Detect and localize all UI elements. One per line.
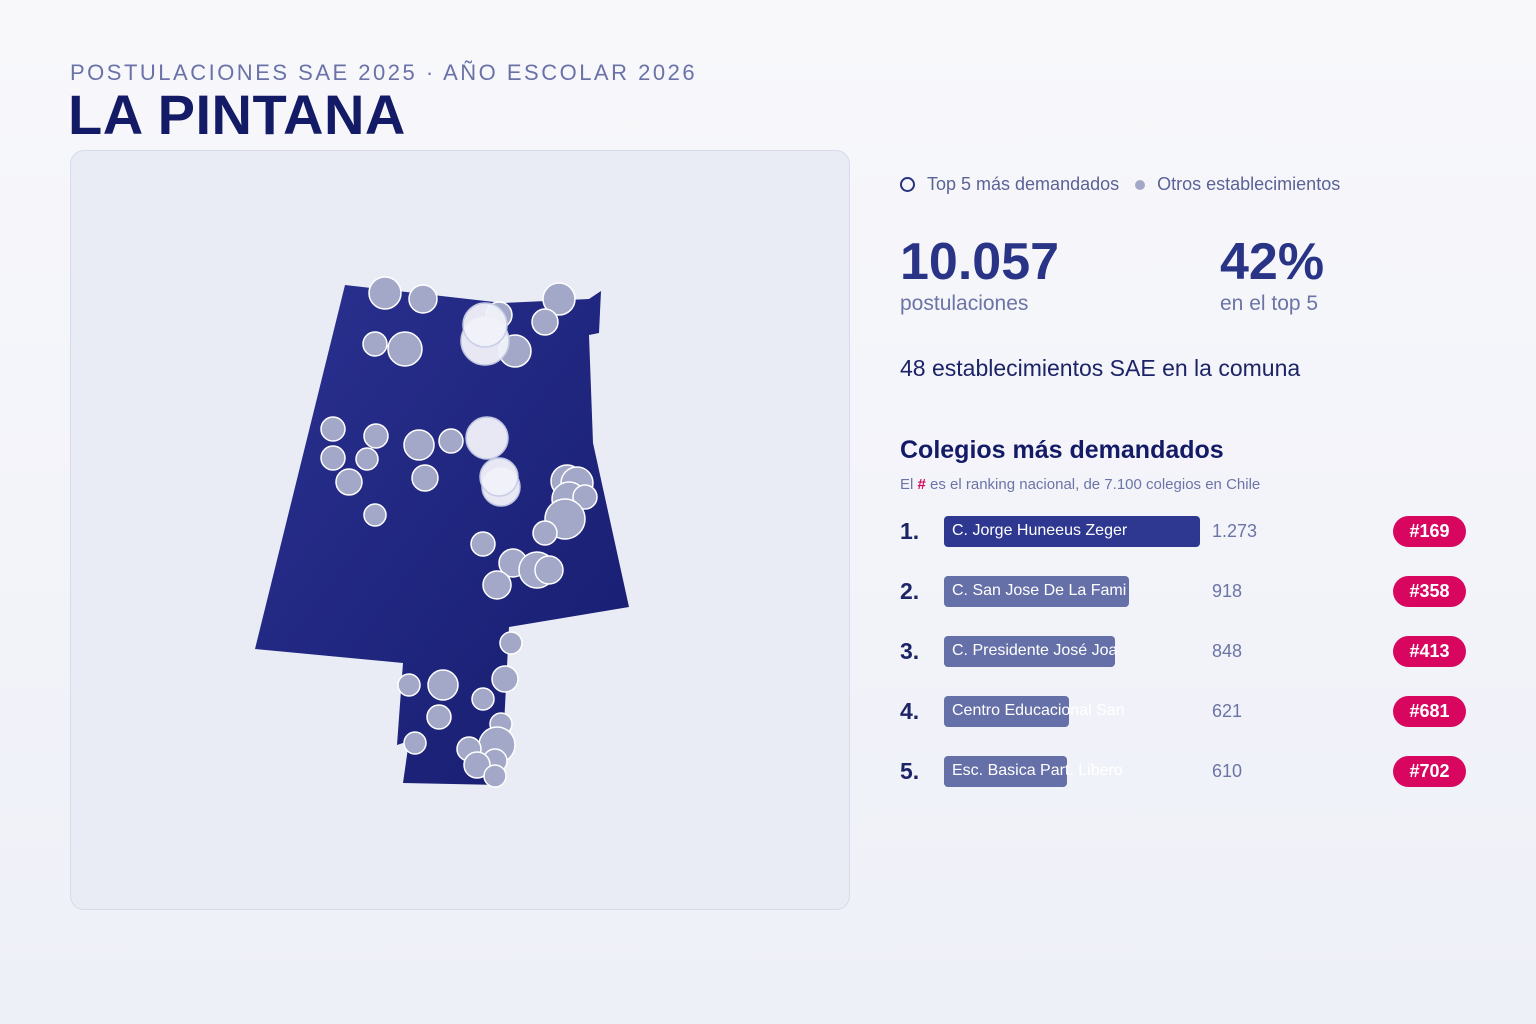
school-marker[interactable] <box>387 331 423 367</box>
national-rank-badge: #413 <box>1393 636 1466 667</box>
national-rank-badge: #169 <box>1393 516 1466 547</box>
ranking-row[interactable]: 1. C. Jorge Huneeus Zeger 1.273 #169 <box>900 515 1466 549</box>
postulaciones-count: 610 <box>1212 761 1243 781</box>
school-marker[interactable] <box>542 282 576 316</box>
school-marker[interactable] <box>463 751 491 779</box>
school-marker[interactable] <box>482 570 512 600</box>
school-marker[interactable] <box>471 687 495 711</box>
ranking-row[interactable]: 3. C. Presidente José Joa 848 #413 <box>900 635 1466 669</box>
top5-school-marker[interactable] <box>462 302 508 348</box>
ranking-note: El # es el ranking nacional, de 7.100 co… <box>900 476 1260 493</box>
ranking-bar <box>944 576 1129 607</box>
ranking-position: 3. <box>900 638 920 664</box>
legend-others-label: Otros establecimientos <box>1157 174 1341 194</box>
national-rank-badge: #358 <box>1393 576 1466 607</box>
top5-share-value: 42% <box>1220 233 1325 291</box>
national-rank-badge: #681 <box>1393 696 1466 727</box>
school-name: C. Jorge Huneeus Zeger <box>952 522 1128 539</box>
ranking-row[interactable]: 2. C. San Jose De La Fami 918 #358 <box>900 575 1466 609</box>
other-dot-icon <box>1135 179 1146 190</box>
ranking-position: 2. <box>900 578 920 604</box>
school-name: Centro Educacional San <box>952 702 1125 719</box>
note-suffix: es el ranking nacional, de 7.100 colegio… <box>925 476 1261 493</box>
school-marker[interactable] <box>320 416 346 442</box>
school-name: C. Presidente José Joa <box>952 642 1118 659</box>
map-legend: Top 5 más demandados Otros establecimien… <box>900 174 1340 195</box>
ranking-bar <box>944 696 1069 727</box>
school-marker[interactable] <box>335 468 363 496</box>
school-name: C. San Jose De La Fami <box>952 582 1127 599</box>
legend-top5-label: Top 5 más demandados <box>927 174 1120 194</box>
establecimientos-count: 48 establecimientos SAE en la comuna <box>900 355 1301 381</box>
school-marker[interactable] <box>363 423 389 449</box>
school-marker[interactable] <box>483 764 507 788</box>
school-marker[interactable] <box>470 531 496 557</box>
ranking-position: 1. <box>900 518 920 544</box>
school-marker[interactable] <box>403 731 427 755</box>
comuna-map[interactable] <box>71 151 849 909</box>
note-prefix: El <box>900 476 918 493</box>
school-marker[interactable] <box>355 447 379 471</box>
ranking-position: 4. <box>900 698 920 724</box>
national-rank-badge: #702 <box>1393 756 1466 787</box>
postulaciones-count: 848 <box>1212 641 1243 661</box>
school-marker[interactable] <box>368 276 402 310</box>
school-marker[interactable] <box>572 484 598 510</box>
top5-ring-icon <box>900 177 915 192</box>
comuna-shape <box>255 285 629 785</box>
school-name: Esc. Basica Part. Libero <box>952 762 1123 779</box>
ranking-row[interactable]: 5. Esc. Basica Part. Libero 610 #702 <box>900 755 1466 789</box>
ranking-row[interactable]: 4. Centro Educacional San 621 #681 <box>900 695 1466 729</box>
postulaciones-count: 621 <box>1212 701 1243 721</box>
school-marker[interactable] <box>438 428 464 454</box>
school-marker[interactable] <box>426 704 452 730</box>
ranking-title: Colegios más demandados <box>900 436 1224 464</box>
postulaciones-count: 918 <box>1212 581 1243 601</box>
ranking-bar <box>944 756 1067 787</box>
note-hash: # <box>917 476 926 493</box>
school-marker[interactable] <box>491 665 519 693</box>
school-marker[interactable] <box>532 520 558 546</box>
school-marker[interactable] <box>534 555 564 585</box>
school-marker[interactable] <box>408 284 438 314</box>
page-title: LA PINTANA <box>68 83 406 146</box>
page-kicker: POSTULACIONES SAE 2025 · AÑO ESCOLAR 202… <box>70 60 698 85</box>
postulaciones-label: postulaciones <box>900 292 1029 315</box>
school-marker[interactable] <box>403 429 435 461</box>
ranking-bar <box>944 516 1200 547</box>
top5-school-marker[interactable] <box>479 457 519 497</box>
school-marker[interactable] <box>397 673 421 697</box>
school-marker[interactable] <box>499 631 523 655</box>
school-marker[interactable] <box>411 464 439 492</box>
ranking-bar <box>944 636 1115 667</box>
postulaciones-count: 1.273 <box>1212 521 1258 541</box>
top5-share-label: en el top 5 <box>1220 292 1319 315</box>
school-marker[interactable] <box>362 331 388 357</box>
ranking-position: 5. <box>900 758 920 784</box>
school-marker[interactable] <box>531 308 559 336</box>
school-marker[interactable] <box>320 445 346 471</box>
postulaciones-value: 10.057 <box>900 233 1060 291</box>
school-marker[interactable] <box>427 669 459 701</box>
school-marker[interactable] <box>363 503 387 527</box>
map-panel[interactable] <box>70 150 850 910</box>
schools-layer[interactable] <box>320 276 598 788</box>
top5-school-marker[interactable] <box>465 416 509 460</box>
